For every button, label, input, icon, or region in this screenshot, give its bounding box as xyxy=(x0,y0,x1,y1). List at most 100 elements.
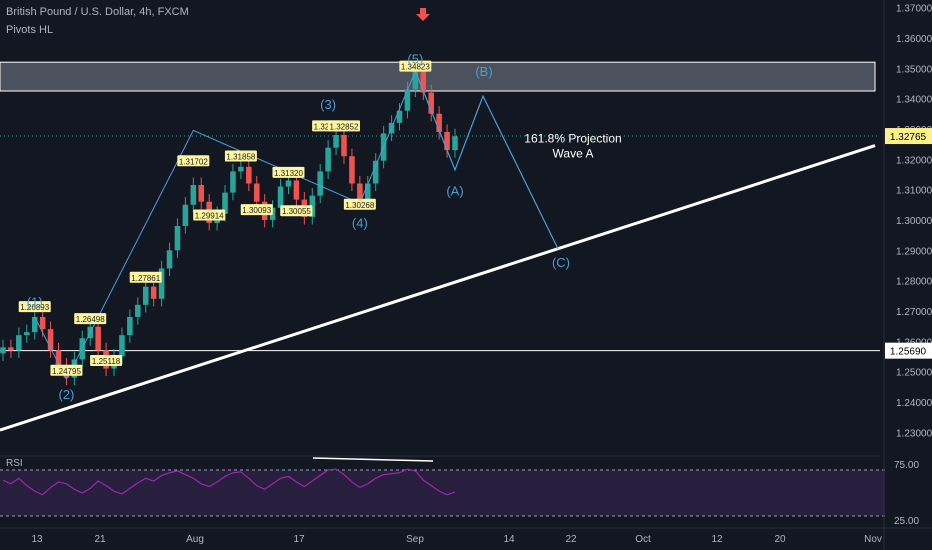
candle-body xyxy=(452,136,458,151)
candle-body xyxy=(127,316,133,336)
y-tick-label: 1.29000 xyxy=(896,246,932,257)
rsi-line xyxy=(2,468,456,496)
wave-label: (3) xyxy=(320,97,336,112)
x-tick-label: Sep xyxy=(406,534,424,545)
last-price-tag xyxy=(885,128,932,145)
candle-body xyxy=(317,171,323,196)
wave-label: (C) xyxy=(552,255,570,270)
candle-body xyxy=(166,250,173,269)
candle-body xyxy=(142,286,149,305)
candle-body xyxy=(277,186,284,208)
y-tick-label: 1.34000 xyxy=(896,95,932,106)
last-price-tag-label: 1.32765 xyxy=(890,132,927,143)
candle-body xyxy=(444,131,450,151)
pivot-label: 1.25118 xyxy=(92,357,121,366)
candle-body xyxy=(174,225,181,251)
y-tick-label: 1.27000 xyxy=(896,307,932,318)
support-price-tag xyxy=(885,342,932,359)
candle-body xyxy=(47,329,54,351)
x-tick-label: Nov xyxy=(864,534,882,545)
pivot-label: 1.29914 xyxy=(195,212,224,221)
y-tick-label: 1.28000 xyxy=(896,277,932,288)
candle-body xyxy=(428,92,434,114)
candle-body xyxy=(24,332,30,336)
candle-body xyxy=(420,71,427,93)
wave-label: (2) xyxy=(58,387,74,402)
pivot-tag xyxy=(280,205,313,217)
candle-body xyxy=(253,183,260,202)
x-tick-label: 12 xyxy=(711,534,723,545)
pivot-label: 1.34823 xyxy=(401,63,430,72)
support-price-tag-label: 1.25690 xyxy=(890,347,927,358)
candle-body xyxy=(341,134,347,157)
rsi-level-label: 25.00 xyxy=(894,516,919,527)
candle-body xyxy=(31,316,38,333)
pivot-tag xyxy=(224,150,257,162)
down-arrow-icon xyxy=(416,8,430,21)
projection-label: 161.8% Projection xyxy=(524,132,621,146)
resistance-zone xyxy=(0,61,876,92)
candle-body xyxy=(135,304,141,317)
pivot-label: 1.26498 xyxy=(76,315,105,324)
pivot-label: 1.26893 xyxy=(20,303,49,312)
pivot-label: 1.30268 xyxy=(345,201,374,210)
x-tick-label: 17 xyxy=(293,534,305,545)
candle-body xyxy=(285,180,292,187)
pivot-tag xyxy=(240,204,273,216)
pivot-tag xyxy=(399,60,432,72)
x-tick-label: 20 xyxy=(774,534,786,545)
pivot-tag xyxy=(74,313,107,325)
rsi-label: RSI xyxy=(6,458,23,469)
pivot-tag xyxy=(18,301,51,313)
candle-body xyxy=(0,347,6,354)
symbol-title: British Pound / U.S. Dollar, 4h, FXCM xyxy=(6,6,189,18)
candle-body xyxy=(412,71,419,90)
trend-line xyxy=(0,144,876,432)
x-tick-label: Aug xyxy=(186,534,204,545)
pivot-label: 1.24795 xyxy=(52,367,81,376)
rsi-divergence-line xyxy=(312,457,434,462)
elliott-wave-path xyxy=(34,71,416,381)
y-tick-label: 1.30000 xyxy=(896,216,932,227)
candle-body xyxy=(364,183,371,202)
y-tick-label: 1.32000 xyxy=(896,155,932,166)
pivot-tag xyxy=(90,355,123,367)
candle-body xyxy=(95,326,101,351)
x-tick-label: 21 xyxy=(94,534,106,545)
candle-body xyxy=(230,171,236,193)
wave-label: (1) xyxy=(27,294,43,309)
candle-body xyxy=(39,316,46,330)
indicator-title: Pivots HL xyxy=(6,24,54,36)
candle-body xyxy=(293,180,300,200)
pivot-tag xyxy=(50,364,83,376)
candle-body xyxy=(238,166,244,172)
candle-body xyxy=(55,350,62,366)
wave-label: (A) xyxy=(446,184,463,199)
candle-body xyxy=(119,335,125,357)
projection-label: Wave A xyxy=(553,147,594,161)
candle-body xyxy=(436,113,442,132)
rsi-level-label: 75.00 xyxy=(894,460,919,471)
y-tick-label: 1.23000 xyxy=(896,428,932,439)
pivot-label: 1.32852 xyxy=(330,122,359,131)
y-tick-label: 1.24000 xyxy=(896,398,932,409)
wave-label: (4) xyxy=(352,216,368,231)
y-tick-label: 1.31000 xyxy=(896,186,932,197)
pivot-tag xyxy=(343,198,376,210)
candle-body xyxy=(357,183,363,202)
candle-body xyxy=(190,185,197,205)
candle-body xyxy=(246,166,252,184)
candle-body xyxy=(158,268,165,299)
candle-body xyxy=(404,89,411,111)
x-tick-label: 14 xyxy=(503,534,515,545)
candle-body xyxy=(325,147,331,172)
pivot-label: 1.27861 xyxy=(131,274,160,283)
candle-body xyxy=(198,185,205,202)
pivot-tag xyxy=(327,120,360,132)
x-tick-label: Oct xyxy=(635,534,651,545)
candle-body xyxy=(182,204,189,226)
pivot-tag xyxy=(129,271,162,283)
pivot-tag xyxy=(193,209,226,221)
candle-body xyxy=(150,286,157,299)
